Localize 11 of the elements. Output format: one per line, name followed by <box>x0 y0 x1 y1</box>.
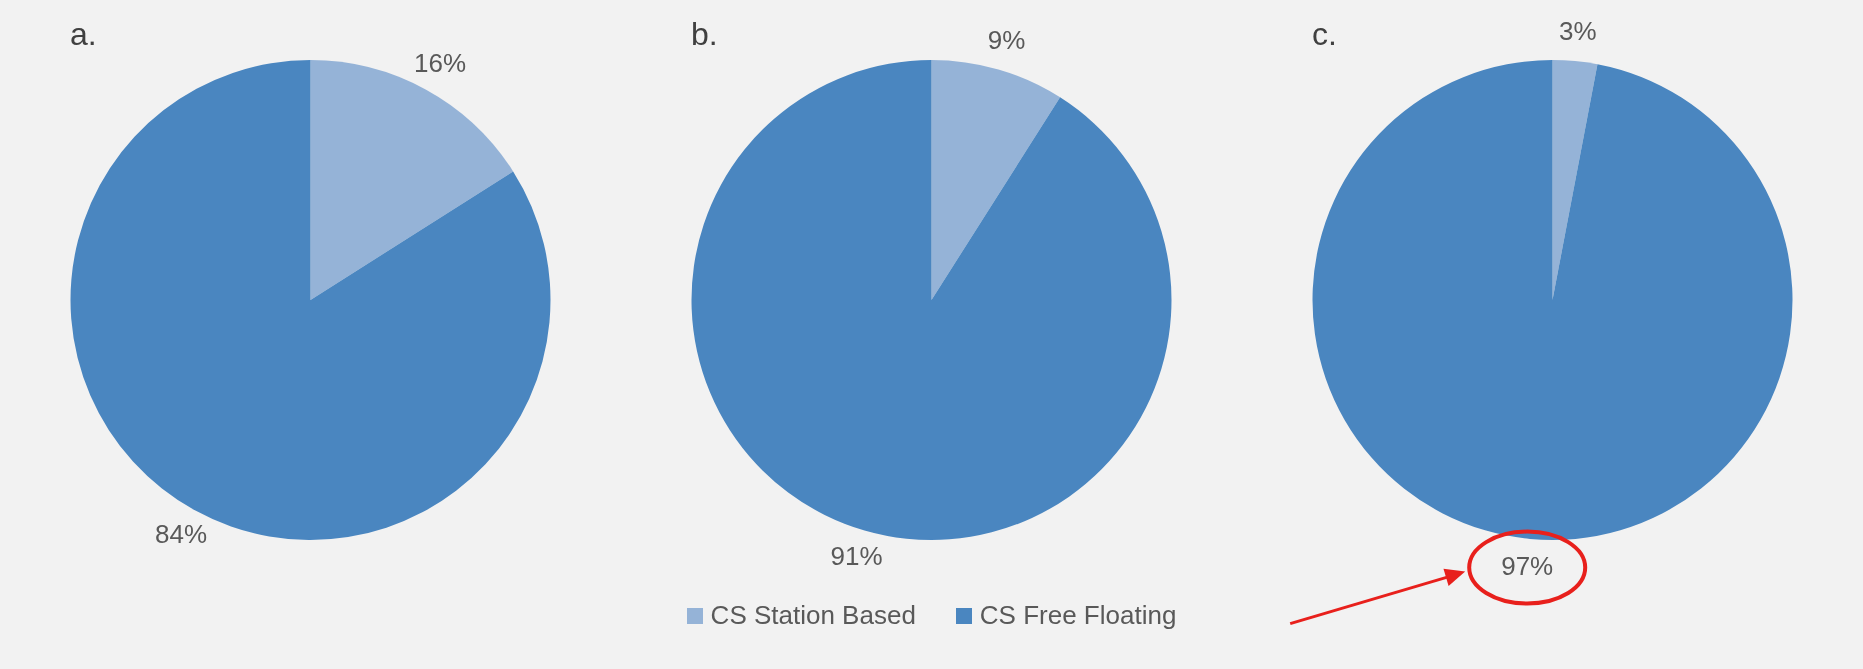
chart-title: c. <box>1312 15 1337 52</box>
data-label: 91% <box>830 541 883 572</box>
data-label: 16% <box>413 47 467 78</box>
chart-title: a. <box>70 15 97 52</box>
data-label: 3% <box>1559 15 1597 46</box>
legend-label: CS Free Floating <box>979 600 1177 631</box>
chart-title: b. <box>691 15 718 52</box>
legend-label: CS Station Based <box>710 600 916 631</box>
data-label: 97% <box>1501 550 1554 581</box>
data-label: 9% <box>987 25 1026 56</box>
data-label: 84% <box>154 518 208 549</box>
